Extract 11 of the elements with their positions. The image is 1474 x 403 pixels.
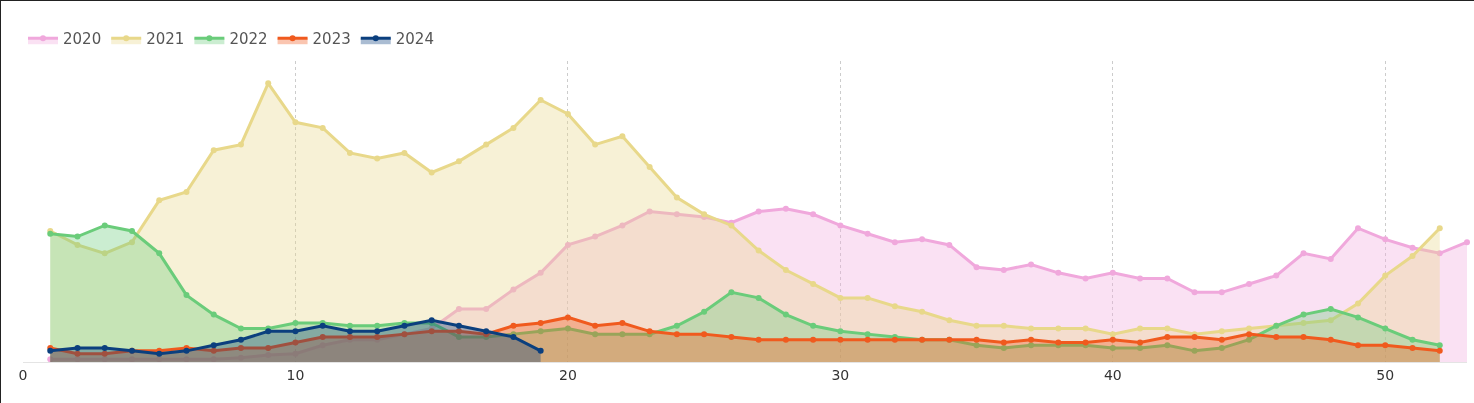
- legend-label: 2024: [395, 30, 434, 49]
- x-tick-label: 30: [831, 366, 850, 383]
- legend-label: 2022: [229, 30, 268, 49]
- x-tick-label: 10: [286, 366, 305, 383]
- x-tick-label: 40: [1103, 366, 1122, 383]
- x-tick-label: 0: [18, 366, 28, 383]
- legend-label: 2020: [63, 30, 102, 49]
- x-tick-label: 50: [1376, 366, 1395, 383]
- legend-label: 2023: [312, 30, 351, 49]
- legend-label: 2021: [146, 30, 185, 49]
- x-tick-label: 20: [559, 366, 577, 383]
